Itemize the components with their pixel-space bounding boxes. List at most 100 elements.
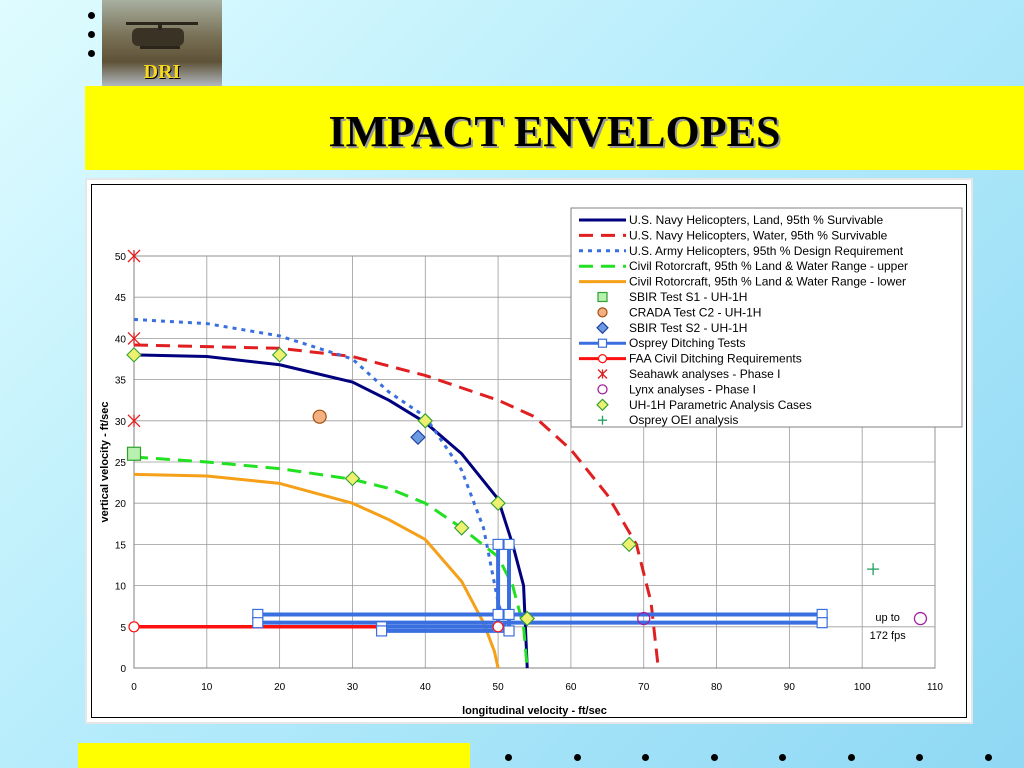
bottom-bullets bbox=[505, 754, 1015, 764]
x-tick-label: 70 bbox=[638, 682, 650, 693]
bullet-dot bbox=[88, 12, 95, 19]
legend-entry-label: Civil Rotorcraft, 95th % Land & Water Ra… bbox=[629, 259, 908, 273]
legend-item: Osprey OEI analysis bbox=[629, 413, 738, 427]
legend-marker bbox=[596, 398, 609, 412]
series-point-12 bbox=[417, 413, 434, 429]
legend-entry-label: U.S. Army Helicopters, 95th % Design Req… bbox=[629, 244, 904, 258]
series-point-12 bbox=[271, 347, 288, 363]
legend-entry-label: Civil Rotorcraft, 95th % Land & Water Ra… bbox=[629, 275, 906, 289]
series-point-7 bbox=[410, 429, 426, 446]
x-tick-label: 80 bbox=[711, 682, 723, 693]
y-tick-label: 5 bbox=[120, 623, 126, 634]
legend-box bbox=[570, 207, 963, 428]
logo-text: DRI bbox=[143, 61, 181, 83]
bullet-dot bbox=[505, 754, 512, 761]
top-left-bullets bbox=[88, 6, 108, 69]
series-line-2 bbox=[133, 317, 507, 628]
y-tick-label: 50 bbox=[115, 252, 127, 263]
y-tick-label: 40 bbox=[115, 334, 127, 345]
bullet-dot bbox=[984, 754, 992, 761]
x-tick-label: 0 bbox=[131, 682, 137, 693]
series-point-12 bbox=[126, 347, 142, 363]
series-point-12 bbox=[344, 470, 361, 487]
osprey-ditching-point bbox=[375, 625, 388, 637]
legend-entry-label: CRADA Test C2 - UH-1H bbox=[629, 305, 761, 319]
series-point-12 bbox=[453, 520, 470, 536]
legend-entry-label: FAA Civil Ditching Requirements bbox=[629, 352, 802, 366]
bullet-dot bbox=[573, 754, 581, 761]
bullet-dot bbox=[779, 754, 786, 761]
y-tick-label: 15 bbox=[115, 540, 127, 551]
dri-logo: DRI bbox=[102, 0, 222, 88]
legend-marker bbox=[597, 307, 608, 318]
legend-entry-label: Osprey Ditching Tests bbox=[629, 336, 746, 350]
y-tick-label: 0 bbox=[120, 664, 126, 675]
y-tick-label: 45 bbox=[115, 293, 127, 304]
legend-marker bbox=[597, 354, 608, 364]
series-point-11 bbox=[913, 611, 928, 626]
osprey-ditching-point bbox=[503, 625, 515, 637]
series-point-12 bbox=[621, 536, 637, 553]
legend-item: Civil Rotorcraft, 95th % Land & Water Ra… bbox=[579, 259, 908, 273]
legend-marker bbox=[597, 384, 608, 395]
x-tick-label: 10 bbox=[201, 682, 213, 693]
faa-point bbox=[128, 621, 140, 633]
legend-item: CRADA Test C2 - UH-1H bbox=[629, 305, 761, 319]
series-point-12 bbox=[490, 495, 506, 511]
series-point-13 bbox=[867, 563, 880, 576]
bullet-dot bbox=[710, 754, 718, 761]
osprey-ditching-point bbox=[816, 617, 828, 629]
legend-marker bbox=[598, 415, 607, 425]
osprey-ditching-point bbox=[503, 608, 515, 621]
x-tick-label: 40 bbox=[420, 682, 432, 693]
annotation-label: up to bbox=[875, 612, 899, 624]
series-point-10 bbox=[127, 249, 141, 263]
legend-entry-label: Lynx analyses - Phase I bbox=[629, 382, 756, 396]
series-point-5 bbox=[126, 446, 142, 461]
legend-marker bbox=[597, 338, 608, 348]
legend-item: U.S. Navy Helicopters, Land, 95th % Surv… bbox=[579, 213, 883, 227]
y-tick-label: 25 bbox=[115, 458, 127, 469]
x-tick-label: 60 bbox=[565, 682, 577, 693]
legend-marker bbox=[597, 369, 608, 379]
legend-item: U.S. Army Helicopters, 95th % Design Req… bbox=[579, 244, 904, 258]
osprey-ditching-point bbox=[492, 608, 504, 621]
legend-item: Seahawk analyses - Phase I bbox=[629, 367, 780, 381]
legend-item: Civil Rotorcraft, 95th % Land & Water Ra… bbox=[579, 275, 906, 289]
series-point-6 bbox=[312, 409, 327, 424]
legend-entry-label: Osprey OEI analysis bbox=[629, 413, 738, 427]
legend-entry-label: U.S. Navy Helicopters, Water, 95th % Sur… bbox=[629, 228, 888, 242]
legend-entry-label: U.S. Navy Helicopters, Land, 95th % Surv… bbox=[629, 213, 883, 227]
bullet-dot bbox=[642, 754, 649, 761]
faa-point bbox=[492, 621, 504, 633]
x-tick-label: 20 bbox=[274, 682, 286, 693]
bullet-dot bbox=[916, 754, 923, 761]
series-point-11 bbox=[637, 611, 651, 626]
bottom-bar bbox=[78, 743, 470, 768]
legend-marker bbox=[597, 291, 608, 303]
x-tick-label: 50 bbox=[493, 682, 505, 693]
legend-item: SBIR Test S2 - UH-1H bbox=[629, 321, 747, 335]
osprey-ditching-point bbox=[492, 538, 504, 550]
legend-entry-label: SBIR Test S2 - UH-1H bbox=[629, 321, 747, 335]
bullet-dot bbox=[88, 31, 95, 38]
title-bar: IMPACT ENVELOPES bbox=[85, 86, 1024, 170]
legend-marker bbox=[596, 321, 609, 335]
impact-envelope-chart: 0 10 20 30 40 50 60 70 80 90 100 110 0 5 10 15 20 25 30 35 4… bbox=[99, 207, 963, 717]
y-tick-label: 35 bbox=[115, 376, 127, 387]
y-tick-label: 10 bbox=[115, 582, 127, 593]
helicopter-icon bbox=[126, 22, 198, 49]
legend-item: Lynx analyses - Phase I bbox=[629, 382, 756, 396]
x-tick-label: 110 bbox=[927, 682, 943, 693]
legend-entry-label: SBIR Test S1 - UH-1H bbox=[629, 290, 747, 304]
series-line-1 bbox=[133, 343, 660, 669]
osprey-ditching-point bbox=[252, 617, 264, 629]
legend-item: Osprey Ditching Tests bbox=[579, 336, 746, 350]
x-axis-label: longitudinal velocity - ft/sec bbox=[462, 705, 607, 717]
x-tick-label: 90 bbox=[784, 682, 796, 693]
y-axis-label: vertical velocity - ft/sec bbox=[99, 401, 111, 522]
bullet-dot bbox=[847, 754, 855, 761]
y-tick-label: 20 bbox=[115, 499, 127, 510]
legend-item: SBIR Test S1 - UH-1H bbox=[629, 290, 747, 304]
series-point-10 bbox=[127, 414, 141, 428]
